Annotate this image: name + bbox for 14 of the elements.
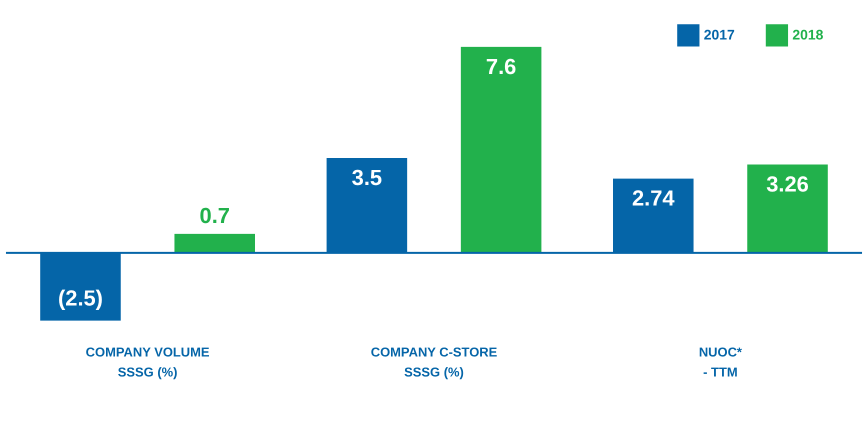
bar [174, 234, 255, 253]
data-label: 0.7 [200, 202, 230, 228]
legend-label: 2018 [792, 26, 824, 42]
data-label: 3.5 [352, 164, 382, 190]
x-tick-label: COMPANY VOLUME SSSG (%) [86, 344, 210, 380]
bar [747, 164, 828, 253]
data-label: 3.26 [766, 171, 809, 196]
bar [460, 46, 542, 253]
data-label: (2.5) [58, 286, 103, 311]
data-label: 7.6 [486, 54, 516, 79]
legend-label: 2017 [704, 26, 735, 42]
x-tick-label: COMPANY C-STORE SSSG (%) [370, 344, 498, 380]
x-tick-label: NUOC* - TTM [698, 344, 743, 380]
data-label: 2.74 [632, 186, 676, 211]
